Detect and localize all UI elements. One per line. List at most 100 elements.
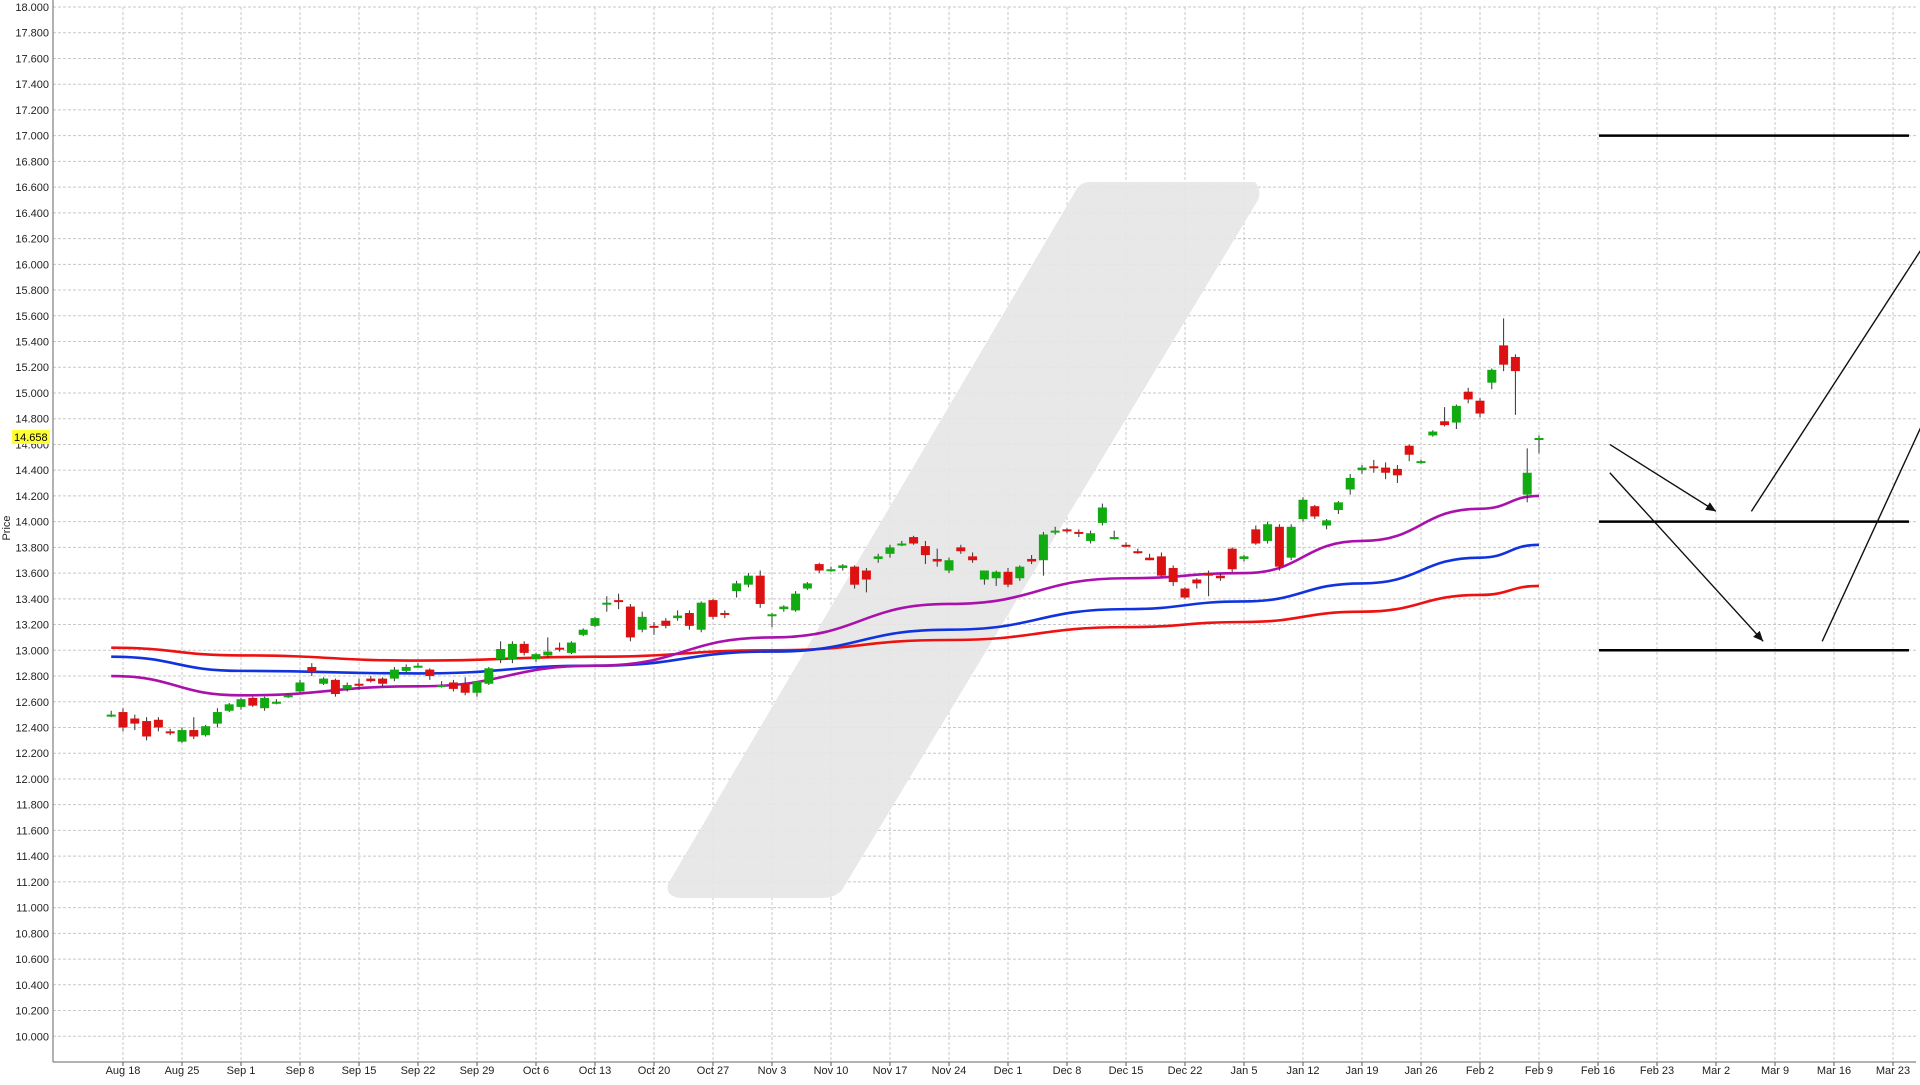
candle	[1215, 573, 1225, 581]
watermark-logo	[667, 182, 1260, 898]
y-tick-label: 13.200	[15, 620, 49, 632]
candle	[118, 708, 128, 732]
candle-body	[118, 712, 128, 728]
candle	[177, 727, 187, 743]
candle	[661, 618, 671, 629]
candle	[189, 717, 199, 740]
candle-body	[1404, 445, 1414, 455]
x-tick-label: Sep 29	[460, 1065, 495, 1077]
candle-body	[1451, 405, 1461, 423]
candle-body	[1392, 468, 1402, 476]
candle	[1357, 465, 1367, 475]
candle	[1251, 525, 1261, 545]
x-tick-label: Jan 19	[1345, 1065, 1378, 1077]
candle-body	[271, 701, 281, 704]
candle	[932, 548, 942, 567]
x-tick-label: Mar 9	[1761, 1065, 1789, 1077]
y-tick-label: 13.600	[15, 568, 49, 580]
candle	[1156, 552, 1166, 577]
candle-body	[720, 612, 730, 615]
candle-body	[1463, 391, 1473, 400]
candle-body	[661, 620, 671, 626]
candle-body	[802, 583, 812, 589]
candle-body	[1534, 438, 1544, 441]
candle-body	[484, 668, 494, 684]
y-tick-label: 16.400	[15, 208, 49, 220]
candle-body	[1145, 557, 1155, 561]
candle-body	[1227, 548, 1237, 570]
candle	[1286, 524, 1296, 561]
y-tick-label: 10.800	[15, 928, 49, 940]
candle	[1180, 587, 1190, 599]
candle	[743, 573, 753, 588]
x-tick-label: Feb 9	[1525, 1065, 1553, 1077]
candle-body	[519, 643, 529, 653]
candle	[944, 557, 954, 574]
candle-body	[1215, 575, 1225, 579]
candle-body	[956, 547, 966, 552]
x-tick-label: Nov 24	[932, 1065, 967, 1077]
candle-body	[1097, 507, 1107, 523]
candle-body	[319, 678, 329, 684]
arrow	[1609, 443, 1717, 512]
candle-body	[1440, 421, 1450, 426]
candle	[1015, 565, 1025, 581]
candle	[1062, 528, 1072, 534]
candle	[732, 580, 742, 598]
candle-body	[897, 543, 907, 546]
x-tick-label: Sep 22	[401, 1065, 436, 1077]
candle-body	[1133, 551, 1143, 554]
x-tick-label: Oct 6	[523, 1065, 549, 1077]
candle-body	[106, 714, 116, 717]
candle	[1510, 354, 1520, 415]
candle-body	[201, 726, 211, 736]
candle-body	[1251, 529, 1261, 544]
candle-body	[342, 685, 352, 689]
y-tick-label: 14.000	[15, 517, 49, 529]
y-tick-label: 12.000	[15, 774, 49, 786]
candle-body	[614, 600, 624, 603]
candle-body	[838, 565, 848, 568]
candle	[531, 652, 541, 662]
candle-body	[389, 669, 399, 679]
candle	[1274, 524, 1284, 571]
candle-body	[920, 546, 930, 556]
candle	[366, 676, 376, 683]
x-tick-label: Dec 1	[994, 1065, 1023, 1077]
arrow-shaft	[1609, 443, 1717, 512]
y-tick-label: 16.200	[15, 234, 49, 246]
y-tick-label: 17.200	[15, 105, 49, 117]
candle-body	[1086, 533, 1096, 541]
y-tick-label: 10.000	[15, 1031, 49, 1043]
candle-body	[507, 643, 517, 660]
candle	[1463, 387, 1473, 404]
candle	[271, 699, 281, 705]
candle-body	[1109, 537, 1119, 540]
current-price-label: 14.658	[14, 432, 48, 444]
y-tick-label: 12.800	[15, 671, 49, 683]
candle-body	[1156, 556, 1166, 576]
candle	[696, 601, 706, 633]
candle	[885, 544, 895, 558]
candle-body	[354, 683, 364, 686]
candle-body	[814, 564, 824, 571]
candle-body	[307, 667, 317, 673]
candle-body	[1192, 579, 1202, 584]
y-tick-label: 16.800	[15, 156, 49, 168]
candle	[448, 679, 458, 692]
candle-body	[649, 625, 659, 628]
arrow-shaft	[1609, 472, 1764, 642]
y-tick-label: 14.400	[15, 465, 49, 477]
candle	[507, 641, 517, 664]
candle	[378, 677, 388, 687]
y-tick-label: 11.800	[16, 800, 49, 812]
candle-body	[531, 654, 541, 660]
candle	[472, 681, 482, 697]
candle	[1345, 474, 1355, 495]
candle-body	[1015, 566, 1025, 579]
candle	[307, 663, 317, 677]
candle-body	[1487, 369, 1497, 383]
x-axis-ticks: Aug 18 Aug 25 Sep 1 Sep 8 Sep 15 Sep 22 Sep 29…	[106, 1062, 1910, 1077]
candle	[130, 714, 140, 731]
